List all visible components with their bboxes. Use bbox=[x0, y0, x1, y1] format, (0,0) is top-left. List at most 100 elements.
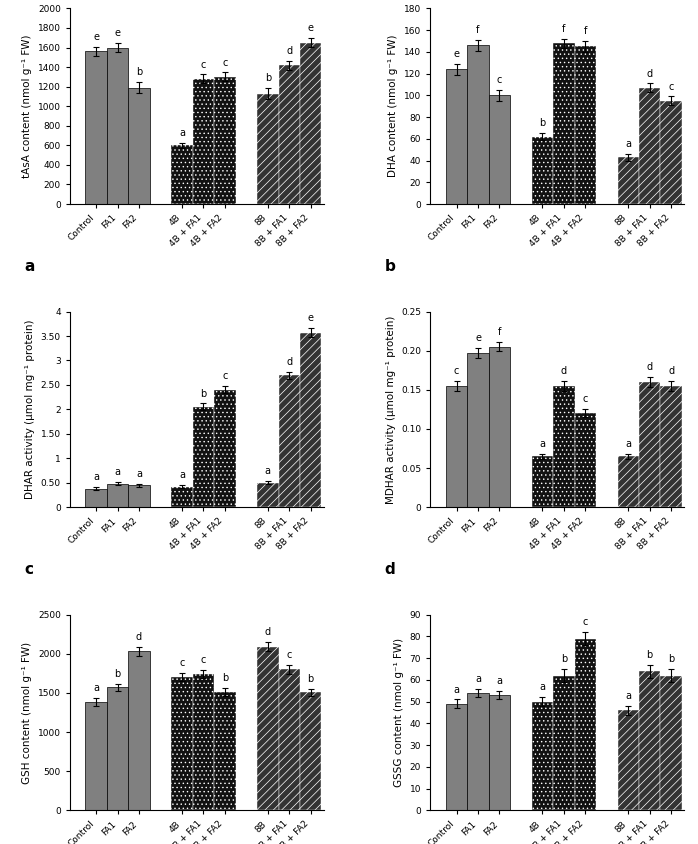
Text: c: c bbox=[24, 562, 33, 577]
Bar bbox=[257, 94, 279, 204]
Bar bbox=[574, 639, 596, 810]
Bar bbox=[639, 382, 660, 507]
Text: a: a bbox=[136, 468, 142, 479]
Bar bbox=[639, 88, 660, 204]
Bar bbox=[660, 100, 682, 204]
Text: f: f bbox=[562, 24, 565, 34]
Text: c: c bbox=[222, 371, 228, 381]
Y-axis label: MDHAR activity (μmol mg⁻¹ protein): MDHAR activity (μmol mg⁻¹ protein) bbox=[385, 315, 396, 504]
Text: c: c bbox=[179, 658, 185, 668]
Bar bbox=[553, 386, 574, 507]
Bar bbox=[639, 671, 660, 810]
Text: b: b bbox=[200, 388, 207, 398]
Bar bbox=[660, 675, 682, 810]
Text: d: d bbox=[646, 68, 653, 78]
Bar bbox=[171, 487, 193, 507]
Bar bbox=[300, 333, 322, 507]
Bar bbox=[618, 711, 639, 810]
Bar bbox=[618, 157, 639, 204]
Bar bbox=[660, 386, 682, 507]
Text: b: b bbox=[668, 654, 674, 664]
Bar bbox=[257, 647, 279, 810]
Bar bbox=[257, 483, 279, 507]
Text: a: a bbox=[625, 139, 631, 149]
Text: d: d bbox=[286, 357, 292, 367]
Text: d: d bbox=[385, 562, 395, 577]
Text: e: e bbox=[114, 28, 121, 38]
Text: a: a bbox=[540, 682, 545, 692]
Text: c: c bbox=[583, 617, 588, 627]
Text: a: a bbox=[475, 674, 481, 684]
Bar bbox=[214, 692, 236, 810]
Text: d: d bbox=[646, 362, 653, 372]
Text: a: a bbox=[540, 439, 545, 449]
Text: b: b bbox=[265, 73, 271, 84]
Bar bbox=[214, 77, 236, 204]
Bar bbox=[171, 677, 193, 810]
Text: a: a bbox=[93, 472, 99, 482]
Bar bbox=[532, 137, 553, 204]
Text: e: e bbox=[454, 49, 459, 59]
Bar bbox=[193, 674, 214, 810]
Text: f: f bbox=[498, 327, 501, 337]
Y-axis label: DHAR activity (μmol mg⁻¹ protein): DHAR activity (μmol mg⁻¹ protein) bbox=[25, 320, 35, 499]
Text: a: a bbox=[625, 691, 631, 701]
Text: b: b bbox=[136, 68, 142, 78]
Bar bbox=[618, 457, 639, 507]
Bar bbox=[532, 701, 553, 810]
Bar bbox=[85, 51, 107, 204]
Bar bbox=[85, 702, 107, 810]
Text: c: c bbox=[201, 60, 206, 69]
Text: c: c bbox=[497, 75, 502, 85]
Text: b: b bbox=[385, 259, 395, 273]
Text: d: d bbox=[136, 632, 142, 642]
Bar bbox=[279, 669, 300, 810]
Bar bbox=[467, 353, 489, 507]
Bar bbox=[489, 695, 510, 810]
Text: a: a bbox=[265, 467, 271, 476]
Bar bbox=[128, 485, 150, 507]
Text: c: c bbox=[454, 366, 459, 376]
Text: d: d bbox=[265, 627, 271, 637]
Text: c: c bbox=[201, 655, 206, 665]
Y-axis label: tAsA content (nmol g⁻¹ FW): tAsA content (nmol g⁻¹ FW) bbox=[22, 35, 32, 178]
Bar bbox=[574, 414, 596, 507]
Text: c: c bbox=[222, 57, 228, 68]
Text: f: f bbox=[584, 26, 587, 36]
Bar bbox=[446, 69, 467, 204]
Text: a: a bbox=[24, 259, 34, 273]
Bar bbox=[128, 652, 150, 810]
Bar bbox=[489, 95, 510, 204]
Text: b: b bbox=[646, 650, 653, 660]
Bar bbox=[193, 407, 214, 507]
Text: a: a bbox=[454, 684, 459, 695]
Bar bbox=[553, 675, 574, 810]
Y-axis label: DHA content (nmol g⁻¹ FW): DHA content (nmol g⁻¹ FW) bbox=[388, 35, 399, 177]
Text: e: e bbox=[308, 313, 313, 323]
Bar bbox=[107, 687, 128, 810]
Y-axis label: GSH content (nmol g⁻¹ FW): GSH content (nmol g⁻¹ FW) bbox=[22, 641, 32, 783]
Text: b: b bbox=[540, 118, 546, 128]
Y-axis label: GSSG content (nmol g⁻¹ FW): GSSG content (nmol g⁻¹ FW) bbox=[394, 638, 404, 787]
Bar bbox=[467, 693, 489, 810]
Text: e: e bbox=[475, 333, 481, 344]
Text: a: a bbox=[179, 470, 185, 480]
Bar bbox=[279, 65, 300, 204]
Bar bbox=[553, 43, 574, 204]
Bar bbox=[446, 704, 467, 810]
Text: a: a bbox=[93, 684, 99, 694]
Bar bbox=[532, 457, 553, 507]
Text: c: c bbox=[287, 650, 292, 660]
Text: a: a bbox=[625, 439, 631, 449]
Bar bbox=[85, 489, 107, 507]
Text: a: a bbox=[114, 468, 121, 478]
Text: b: b bbox=[114, 668, 121, 679]
Bar bbox=[300, 692, 322, 810]
Bar bbox=[574, 46, 596, 204]
Bar bbox=[279, 375, 300, 507]
Text: e: e bbox=[93, 32, 99, 41]
Text: b: b bbox=[222, 674, 228, 684]
Bar bbox=[107, 47, 128, 204]
Text: d: d bbox=[286, 46, 292, 56]
Text: c: c bbox=[669, 82, 674, 91]
